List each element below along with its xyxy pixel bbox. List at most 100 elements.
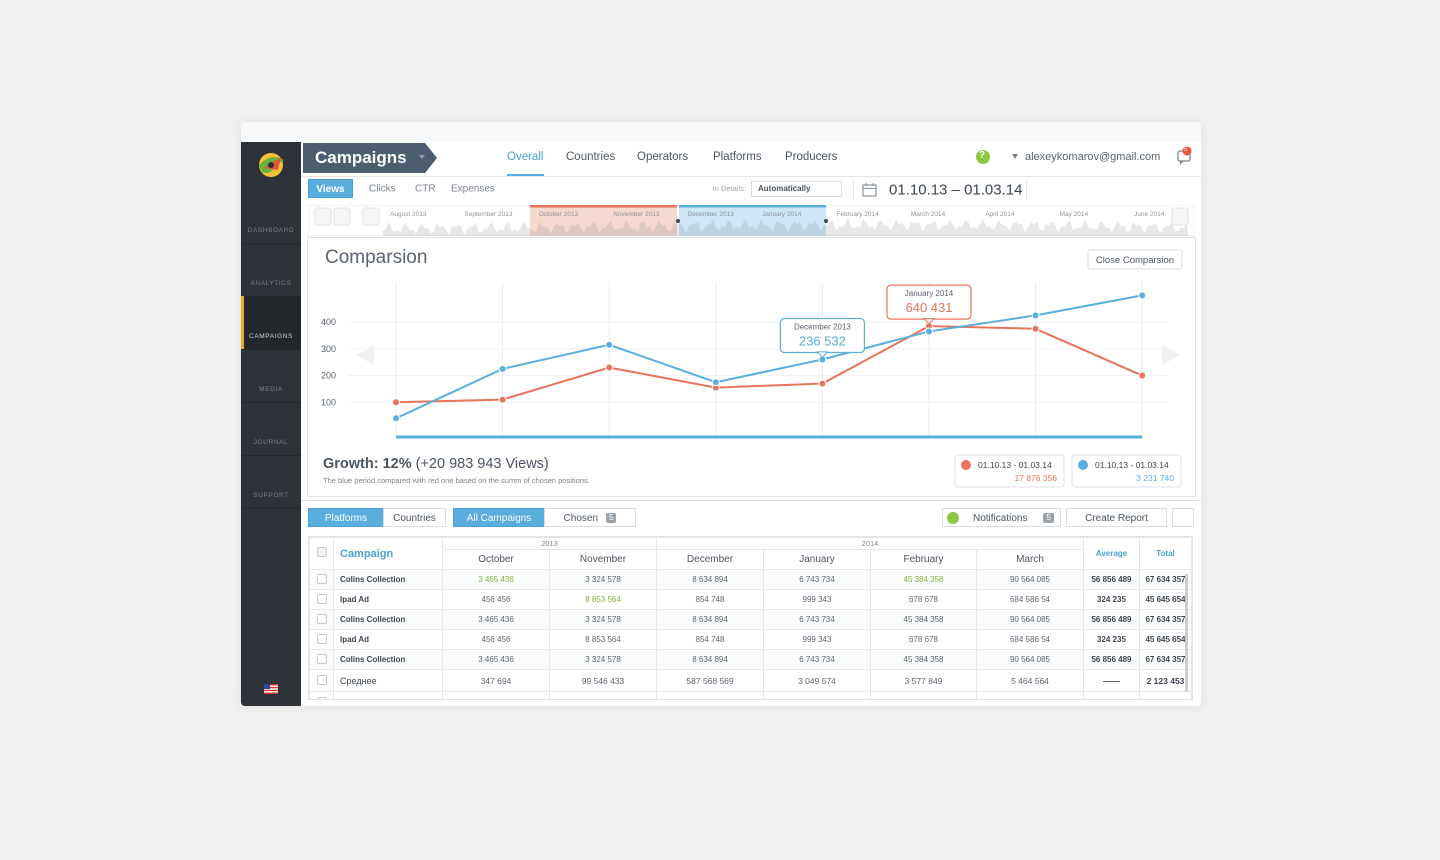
column-header[interactable]: Average [1083, 537, 1140, 570]
metric-tab[interactable]: Expenses [451, 183, 495, 195]
column-header[interactable]: October [442, 549, 550, 570]
column-header[interactable]: Total [1139, 537, 1192, 570]
expand-button[interactable] [1172, 508, 1194, 527]
row-select[interactable] [309, 629, 334, 650]
column-header[interactable]: January [763, 549, 871, 570]
user-email[interactable]: alexeykomarov@gmail.com [1025, 151, 1161, 163]
table-row[interactable]: Colins Collection 3 465 436 3 324 578 8 634… [309, 649, 1192, 670]
table-row[interactable]: Итого2 085 74040 39 57356 756 7562 049 5… [309, 691, 1192, 699]
prev-arrow[interactable] [356, 345, 374, 365]
separator [853, 180, 854, 200]
nav-tab[interactable]: Operators [637, 151, 689, 163]
timeline-month[interactable]: April 2014 [985, 211, 1015, 218]
nav-label: CAMPAIGNS [249, 333, 293, 340]
column-header[interactable]: February [870, 549, 977, 570]
timeline-month[interactable]: June 2014 [1134, 211, 1165, 218]
row-select[interactable] [309, 691, 334, 699]
nav-item[interactable]: JOURNAL [241, 402, 301, 456]
column-header[interactable]: Campaign [333, 537, 443, 570]
table-row[interactable]: Colins Collection 3 465 436 3 324 578 8 634… [309, 569, 1192, 590]
timeline-button[interactable] [362, 207, 380, 226]
select-all[interactable] [309, 537, 334, 570]
nav-tab[interactable]: Countries [566, 151, 616, 163]
tooltip-pointer [922, 318, 936, 325]
row-select[interactable] [309, 589, 334, 610]
timeline-month[interactable]: May 2014 [1060, 211, 1089, 218]
table-head: Campaign 2013 2014 Average Total October Novem… [309, 537, 1192, 570]
nav-item[interactable]: SUPPORT [241, 455, 301, 509]
selection-red [530, 205, 677, 236]
metric-tab[interactable]: Views [308, 179, 353, 198]
checkbox[interactable] [316, 674, 327, 685]
checkbox[interactable] [316, 613, 327, 624]
nav-tab[interactable]: Producers [785, 151, 838, 163]
column-header[interactable]: March [976, 549, 1084, 570]
timeline-month[interactable]: November 2013 [613, 211, 660, 218]
scrollbar[interactable] [1185, 574, 1188, 692]
column-header[interactable]: December [656, 549, 764, 570]
details-select[interactable]: Automatically [751, 181, 842, 197]
group-tab[interactable]: Countries [383, 508, 446, 527]
checkbox[interactable] [316, 633, 327, 644]
timeline-month[interactable]: January 2014 [762, 211, 802, 218]
nav-item[interactable]: ANALYTICS [241, 243, 301, 297]
nav-tab[interactable]: Platforms [713, 151, 762, 163]
chart-bg [308, 238, 1195, 496]
metric-tab[interactable]: CTR [415, 183, 436, 195]
timeline-month[interactable]: February 2014 [836, 211, 879, 218]
handle [676, 219, 680, 223]
checkbox[interactable] [316, 573, 327, 584]
group-tab[interactable]: Platforms [308, 508, 384, 527]
checkbox[interactable] [316, 696, 327, 699]
nav-item[interactable]: CAMPAIGNS [241, 296, 301, 350]
help-icon[interactable]: ? [979, 150, 986, 161]
calendar-icon[interactable] [862, 182, 878, 198]
create-report-button[interactable]: Create Report [1066, 508, 1167, 527]
cell: 8 853 564 [549, 589, 657, 610]
data-point [498, 395, 507, 404]
nav-item[interactable]: MEDIA [241, 349, 301, 403]
selection-red-top [530, 205, 677, 208]
cell: 3 049 574 [763, 669, 871, 692]
column-header[interactable]: November [549, 549, 657, 570]
timeline-month[interactable]: August 2013 [390, 211, 427, 218]
table-row[interactable]: Среднее 347 694 99 546 433 587 568 569 3 049… [309, 669, 1192, 692]
timeline-month[interactable]: March 2014 [911, 211, 946, 218]
metric-tab[interactable]: Clicks [369, 183, 396, 195]
next-arrow[interactable] [1162, 345, 1180, 365]
close-button-label[interactable]: Close Comparsion [1096, 255, 1174, 266]
nav-tab[interactable]: Overall [507, 151, 544, 163]
timeline-month[interactable]: October 2013 [539, 211, 579, 218]
checkbox[interactable] [316, 593, 327, 604]
nav-item[interactable]: DASHBOARD [241, 190, 301, 244]
filter-tab[interactable]: Chosen 5 [544, 508, 636, 527]
timeline-button[interactable] [314, 207, 332, 226]
timeline-month[interactable]: September 2013 [464, 211, 512, 218]
date-range[interactable]: 01.10.13 – 01.03.14 [889, 181, 1023, 199]
table-row[interactable]: Ipad Ad 456 456 8 853 564 854 748 999 343 678… [309, 589, 1192, 610]
row-name: Colins Collection [333, 569, 443, 590]
row-select[interactable] [309, 569, 334, 590]
cell: 6 743 734 [763, 609, 871, 630]
cell: 99 546 433 [549, 669, 657, 692]
table-row[interactable]: Colins Collection 3 465 436 3 324 578 8 634… [309, 609, 1192, 630]
timeline-button[interactable] [333, 207, 351, 226]
checkbox[interactable] [316, 547, 327, 557]
language-flag[interactable] [264, 684, 278, 694]
cell: 3 577 849 [870, 669, 977, 692]
checkbox[interactable] [316, 653, 327, 664]
row-select[interactable] [309, 609, 334, 630]
row-select[interactable] [309, 649, 334, 670]
legend-box [954, 454, 1065, 488]
notifications-button[interactable]: Notifications 5 [942, 508, 1061, 527]
close-button[interactable] [1087, 249, 1183, 270]
cell: 56 756 756 [656, 691, 764, 699]
message-badge[interactable]: 5 [1184, 147, 1188, 153]
timeline-month[interactable]: December 2013 [688, 211, 735, 218]
table-row[interactable]: Ipad Ad 456 456 8 853 564 854 748 999 343 678… [309, 629, 1192, 650]
row-select[interactable] [309, 669, 334, 692]
timeline-button[interactable] [1171, 207, 1189, 226]
cell [1083, 691, 1140, 699]
timeline[interactable]: August 2013 September 2013 October 2013 Nov… [308, 205, 1194, 236]
filter-tab[interactable]: All Campaigns [453, 508, 545, 527]
